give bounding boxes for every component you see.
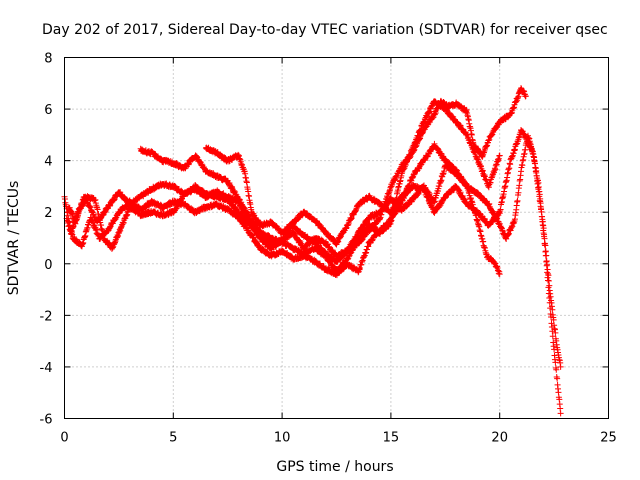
plot-frame <box>64 57 609 419</box>
data-point <box>557 410 564 417</box>
y-axis-label: SDTVAR / TECUs <box>6 181 22 296</box>
x-tick-label: 15 <box>383 431 400 446</box>
x-tick-label: 20 <box>491 431 508 446</box>
x-axis-label: GPS time / hours <box>276 459 393 475</box>
series-trace-4 <box>137 85 529 260</box>
data-point <box>552 359 559 366</box>
data-point <box>553 366 560 373</box>
data-point <box>542 252 549 259</box>
y-tick-label: 0 <box>44 258 52 273</box>
y-tick-label: 8 <box>44 52 52 67</box>
data-point <box>548 314 555 321</box>
x-tick-label: 10 <box>274 431 291 446</box>
axis-ticks <box>64 57 609 419</box>
x-tick-label: 0 <box>60 431 68 446</box>
data-point <box>541 233 548 240</box>
data-point <box>554 375 561 382</box>
data-point <box>544 269 551 276</box>
data-point <box>539 221 546 228</box>
chart-title: Day 202 of 2017, Sidereal Day-to-day VTE… <box>42 22 608 38</box>
data-point <box>557 363 564 370</box>
data-point <box>547 305 554 312</box>
data-point <box>514 197 521 204</box>
data-point <box>537 200 544 207</box>
data-point <box>541 242 548 249</box>
data-point <box>545 277 552 284</box>
y-tick-labels: -6 -4 -2 0 2 4 6 8 <box>40 52 53 428</box>
data-point <box>496 152 503 159</box>
data-point <box>496 271 503 278</box>
y-tick-label: 4 <box>44 155 52 170</box>
x-tick-labels: 0 5 10 15 20 25 <box>60 431 616 446</box>
data-point <box>550 316 557 323</box>
data-point <box>497 206 504 213</box>
series-trace-2 <box>63 140 503 279</box>
series-trace-5 <box>202 126 564 417</box>
series-trace-3 <box>65 98 503 276</box>
data-point <box>552 329 559 336</box>
data-point <box>543 262 550 269</box>
data-point <box>538 213 545 220</box>
data-point <box>545 284 552 291</box>
x-tick-label: 25 <box>600 431 617 446</box>
y-tick-label: -6 <box>40 413 53 428</box>
x-tick-label: 5 <box>169 431 177 446</box>
data-point <box>549 328 556 335</box>
y-tick-label: 2 <box>44 206 52 221</box>
data-point <box>549 333 556 340</box>
data-point <box>522 93 529 100</box>
grid <box>64 57 609 419</box>
data-point <box>546 299 553 306</box>
data-points <box>61 85 564 417</box>
data-point <box>551 346 558 353</box>
y-tick-label: 6 <box>44 103 52 118</box>
y-tick-label: -2 <box>40 309 53 324</box>
y-tick-label: -4 <box>40 361 53 376</box>
